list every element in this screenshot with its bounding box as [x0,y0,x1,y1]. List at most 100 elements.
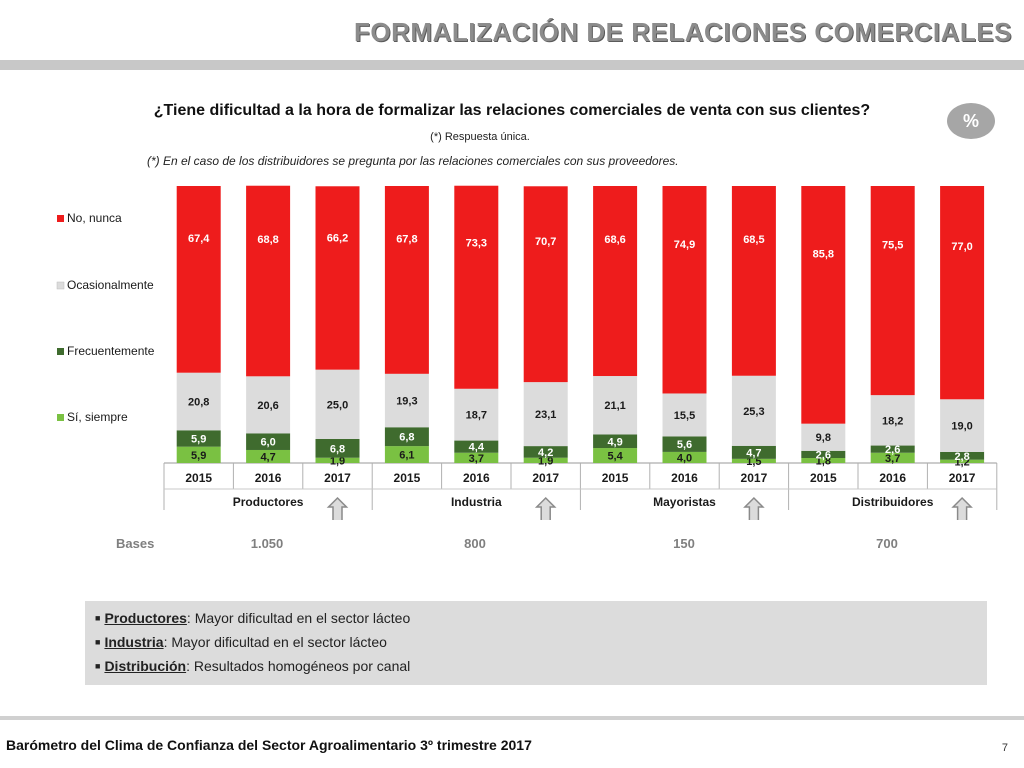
group-label: Productores [233,495,304,509]
data-label: 1,9 [330,455,345,467]
up-arrow-icon [326,496,349,520]
bar-segment [315,186,360,370]
data-label: 1,8 [816,456,831,468]
data-label: 23,1 [535,409,556,421]
data-label: 77,0 [951,241,972,253]
data-label: 15,5 [674,410,695,422]
data-label: 21,1 [604,400,625,412]
tick-label: 2017 [532,471,559,485]
bar-segment [454,452,499,463]
data-label: 19,3 [396,396,417,408]
bar-segment [176,430,221,447]
data-label: 68,8 [257,234,278,246]
bar-segment [870,452,915,463]
bar-segment [593,186,638,377]
bar-segment [801,450,846,459]
bar-segment [246,433,291,450]
bullet-icon: ■ [95,637,101,647]
up-arrow-icon [534,496,557,520]
bullet-icon: ■ [95,613,101,623]
page-number: 7 [1001,742,1008,754]
conclusion-key: Productores [104,610,187,626]
data-label: 4,4 [469,442,485,454]
bar-segment [384,427,429,447]
bar-segment [870,186,915,396]
data-label: 5,6 [677,439,692,451]
bar-segment [940,451,985,460]
bar-segment [662,393,707,437]
tick-label: 2016 [671,471,698,485]
tick-label: 2017 [949,471,976,485]
bar-segment [523,382,568,447]
bar-segment [176,446,221,463]
bar-segment [454,185,499,389]
bar-segment [384,186,429,374]
data-label: 20,8 [188,397,209,409]
bar-segment [870,445,915,453]
bar-segment [523,186,568,383]
bar-segment [593,376,638,435]
data-label: 3,7 [469,453,484,465]
data-label: 5,9 [191,433,206,445]
data-label: 68,5 [743,234,764,246]
group-label: Distribuidores [852,495,934,509]
footer-rule [0,716,1024,720]
data-label: 6,8 [330,443,345,455]
conclusion-text: Mayor dificultad en el sector lácteo [194,610,411,626]
legend-swatch [57,348,64,355]
bar-segment [662,451,707,463]
bar-segment [176,186,221,373]
tick-label: 2015 [185,471,212,485]
percent-badge: % [947,103,995,139]
data-label: 18,2 [882,415,903,427]
conclusion-item: ■ Productores: Mayor dificultad en el sec… [95,610,411,626]
data-label: 68,6 [604,234,625,246]
bar-segment [315,438,360,458]
bar-segment [384,446,429,463]
header-rule [0,60,1024,70]
tick-label: 2015 [394,471,421,485]
conclusion-item: ■ Industria: Mayor dificultad en el secto… [95,634,387,650]
group-label: Industria [451,495,502,509]
conclusion-item: ■ Distribución: Resultados homogéneos por… [95,658,411,674]
data-label: 20,6 [257,400,278,412]
bar-segment [801,186,846,424]
data-label: 5,4 [607,451,623,463]
base-value-industria: 800 [464,536,486,551]
footer-text: Barómetro del Clima de Confianza del Sec… [6,737,532,753]
data-label: 25,0 [327,399,348,411]
up-arrow-icon [951,496,973,520]
data-label: 2,8 [954,451,969,463]
bullet-icon: ■ [95,661,101,671]
bar-segment [454,388,499,441]
legend-swatch [57,215,64,222]
data-label: 67,4 [188,233,210,245]
stacked-bar-chart: 5,95,920,867,420154,76,020,668,820161,96… [56,185,998,520]
bar-segment [593,434,638,449]
tick-label: 2015 [602,471,629,485]
bar-segment [593,448,638,463]
data-label: 6,0 [260,437,275,449]
bar-segment [940,186,985,400]
tick-label: 2016 [255,471,282,485]
bar-segment [523,457,568,463]
conclusion-key: Industria [104,634,164,650]
bar-segment [176,372,221,431]
bar-segment [731,375,776,446]
conclusion-text: Mayor dificultad en el sector lácteo [171,634,387,650]
bar-segment [662,186,707,394]
data-label: 4,7 [260,451,275,463]
conclusion-key: Distribución [104,658,187,674]
chart-subtitle: (*) Respuesta única. [430,131,530,143]
data-label: 1,9 [538,455,553,467]
bases-label: Bases [116,536,155,551]
base-value-distribuidores: 700 [876,536,898,551]
base-value-productores: 1.050 [250,536,284,551]
bar-segment [246,185,291,377]
data-label: 5,9 [191,450,206,462]
bar-segment [246,376,291,434]
data-label: 75,5 [882,240,903,252]
data-label: 9,8 [816,432,831,444]
bar-segment [801,458,846,463]
data-label: 85,8 [813,248,834,260]
